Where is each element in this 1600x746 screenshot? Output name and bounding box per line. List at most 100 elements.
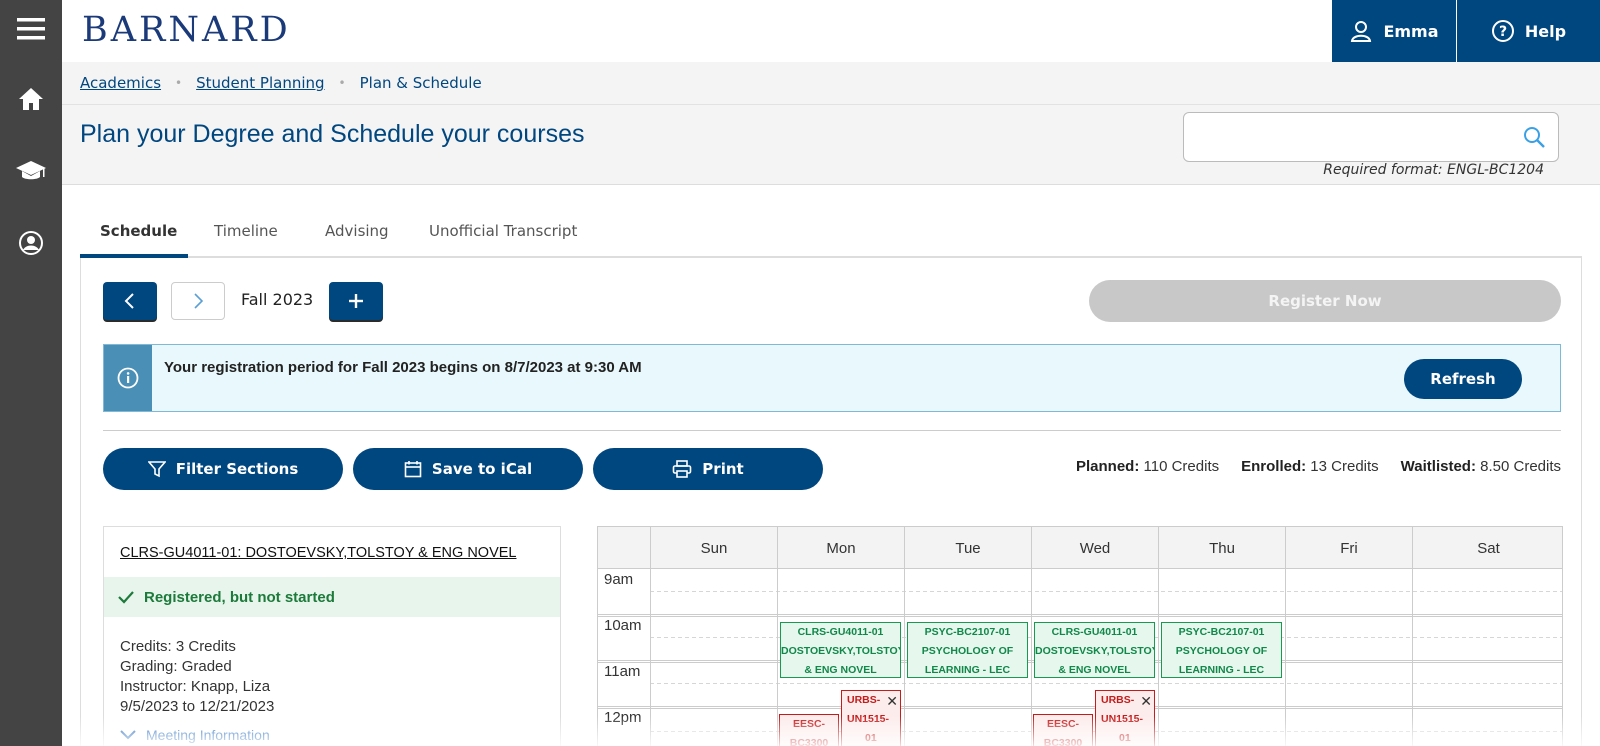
- event-course-code: BC3300: [789, 737, 829, 746]
- chevron-left-icon: [124, 293, 134, 309]
- day-sun: Sun: [650, 527, 777, 569]
- event-course-code: UN1515-: [1101, 713, 1144, 725]
- event-course-code: BC3300: [1043, 737, 1083, 746]
- event-course-title: & ENG NOVEL: [804, 664, 877, 676]
- calendar-icon: [404, 461, 422, 478]
- user-circle-icon[interactable]: [0, 220, 62, 266]
- active-tab-indicator: [80, 254, 188, 258]
- info-icon: [104, 345, 152, 411]
- planned-credits: Planned: 110 Credits: [1076, 458, 1220, 475]
- schedule-panel: Fall 2023 Register Now Your registration…: [80, 258, 1582, 746]
- save-to-ical-button[interactable]: Save to iCal: [353, 448, 583, 490]
- next-term-button[interactable]: [171, 282, 225, 320]
- tab-timeline[interactable]: Timeline: [214, 222, 278, 240]
- status-text: Registered, but not started: [144, 588, 335, 606]
- event-course-code: EESC-: [1046, 718, 1080, 730]
- course-title-link[interactable]: CLRS-GU4011-01: DOSTOEVSKY,TOLSTOY & ENG…: [120, 545, 517, 561]
- alert-message: Your registration period for Fall 2023 b…: [164, 359, 642, 376]
- previous-term-button[interactable]: [103, 282, 157, 320]
- event-course-code: 01: [1119, 732, 1131, 744]
- event-course-code: UN1515-: [847, 713, 890, 725]
- close-icon[interactable]: ✕: [1140, 693, 1152, 709]
- calendar-event-urbs-wed[interactable]: URBS- UN1515- 01 ✕: [1095, 690, 1155, 746]
- divider: [62, 104, 1600, 105]
- chevron-right-icon: [194, 293, 204, 309]
- event-course-code: EESC-: [792, 718, 826, 730]
- calendar-event-clrs-mon[interactable]: CLRS-GU4011-01 DOSTOEVSKY,TOLSTOY & ENG …: [780, 622, 901, 678]
- filter-sections-button[interactable]: Filter Sections: [103, 448, 343, 490]
- calendar-event-psyc-thu[interactable]: PSYC-BC2107-01 PSYCHOLOGY OF LEARNING - …: [1161, 622, 1282, 678]
- course-card: CLRS-GU4011-01: DOSTOEVSKY,TOLSTOY & ENG…: [103, 526, 561, 746]
- event-course-code: PSYC-BC2107-01: [1178, 626, 1265, 638]
- divider: [103, 430, 1561, 431]
- day-tue: Tue: [904, 527, 1031, 569]
- time-label-10am: 10am: [604, 617, 642, 634]
- svg-text:?: ?: [1499, 24, 1507, 40]
- tab-unofficial-transcript[interactable]: Unofficial Transcript: [429, 222, 578, 240]
- calendar-event-psyc-tue[interactable]: PSYC-BC2107-01 PSYCHOLOGY OF LEARNING - …: [907, 622, 1028, 678]
- breadcrumb-student-planning[interactable]: Student Planning: [196, 74, 325, 92]
- calendar-header: Sun Mon Tue Wed Thu Fri Sat: [598, 527, 1562, 569]
- tab-advising[interactable]: Advising: [325, 222, 389, 240]
- course-search-input[interactable]: [1194, 123, 1504, 153]
- status-badge: Registered, but not started: [104, 577, 560, 617]
- graduation-cap-icon[interactable]: [0, 148, 62, 194]
- top-header: BARNARD Emma ? Help: [62, 0, 1600, 62]
- menu-icon[interactable]: [0, 6, 62, 52]
- course-grading: Grading: Graded: [120, 658, 232, 675]
- time-label-9am: 9am: [604, 571, 634, 588]
- checkmark-icon: [118, 591, 134, 604]
- event-course-code: URBS-: [1101, 694, 1135, 706]
- plus-icon: [349, 294, 363, 308]
- register-now-button[interactable]: Register Now: [1089, 280, 1561, 322]
- left-rail: [0, 0, 62, 746]
- help-button[interactable]: ? Help: [1457, 0, 1600, 62]
- calendar-event-eesc-mon[interactable]: EESC- BC3300: [779, 714, 839, 746]
- calendar-event-clrs-wed[interactable]: CLRS-GU4011-01 DOSTOEVSKY,TOLSTOY & ENG …: [1034, 622, 1155, 678]
- credit-summary: Planned: 110 Credits Enrolled: 13 Credit…: [1076, 458, 1561, 475]
- course-credits: Credits: 3 Credits: [120, 638, 236, 655]
- barnard-logo[interactable]: BARNARD: [82, 10, 291, 50]
- tab-schedule[interactable]: Schedule: [100, 222, 178, 240]
- day-column-line: [1412, 569, 1413, 746]
- hour-line: [598, 706, 1562, 707]
- day-sat: Sat: [1412, 527, 1562, 569]
- event-course-code: CLRS-GU4011-01: [1051, 626, 1138, 638]
- add-term-button[interactable]: [329, 282, 383, 320]
- waitlisted-credits: Waitlisted: 8.50 Credits: [1400, 458, 1561, 475]
- calendar-event-urbs-mon[interactable]: URBS- UN1515- 01 ✕: [841, 690, 901, 746]
- help-icon: ?: [1491, 20, 1514, 42]
- print-label: Print: [702, 460, 744, 478]
- print-button[interactable]: Print: [593, 448, 823, 490]
- day-mon: Mon: [777, 527, 904, 569]
- time-label-12pm: 12pm: [604, 709, 642, 726]
- breadcrumb-separator: •: [338, 76, 346, 90]
- term-label: Fall 2023: [241, 290, 314, 309]
- help-label: Help: [1524, 21, 1567, 41]
- course-details: Credits: 3 Credits Grading: Graded Instr…: [120, 637, 274, 717]
- event-course-title: PSYCHOLOGY OF: [1175, 645, 1268, 657]
- calendar-event-eesc-wed[interactable]: EESC- BC3300: [1033, 714, 1093, 746]
- refresh-button[interactable]: Refresh: [1404, 359, 1522, 399]
- breadcrumb-academics[interactable]: Academics: [80, 74, 162, 92]
- registration-alert: Your registration period for Fall 2023 b…: [103, 344, 1561, 412]
- day-column-line: [904, 569, 905, 746]
- day-column-line: [650, 569, 651, 746]
- event-course-title: DOSTOEVSKY,TOLSTOY: [781, 645, 901, 657]
- event-course-title: & ENG NOVEL: [1058, 664, 1131, 676]
- home-icon[interactable]: [0, 76, 62, 122]
- save-to-ical-label: Save to iCal: [431, 460, 533, 478]
- time-label-11am: 11am: [604, 663, 641, 680]
- search-icon[interactable]: [1522, 125, 1546, 153]
- meeting-information-toggle[interactable]: Meeting Information: [120, 727, 270, 743]
- event-course-title: LEARNING - LEC: [924, 664, 1011, 676]
- day-thu: Thu: [1158, 527, 1285, 569]
- user-menu-button[interactable]: Emma: [1332, 0, 1456, 62]
- day-column-line: [1031, 569, 1032, 746]
- close-icon[interactable]: ✕: [886, 693, 898, 709]
- enrolled-credits: Enrolled: 13 Credits: [1241, 458, 1379, 475]
- tab-bar: Schedule Timeline Advising Unofficial Tr…: [80, 212, 1582, 258]
- course-search[interactable]: [1183, 112, 1559, 162]
- day-wed: Wed: [1031, 527, 1158, 569]
- breadcrumb-current: Plan & Schedule: [359, 74, 482, 92]
